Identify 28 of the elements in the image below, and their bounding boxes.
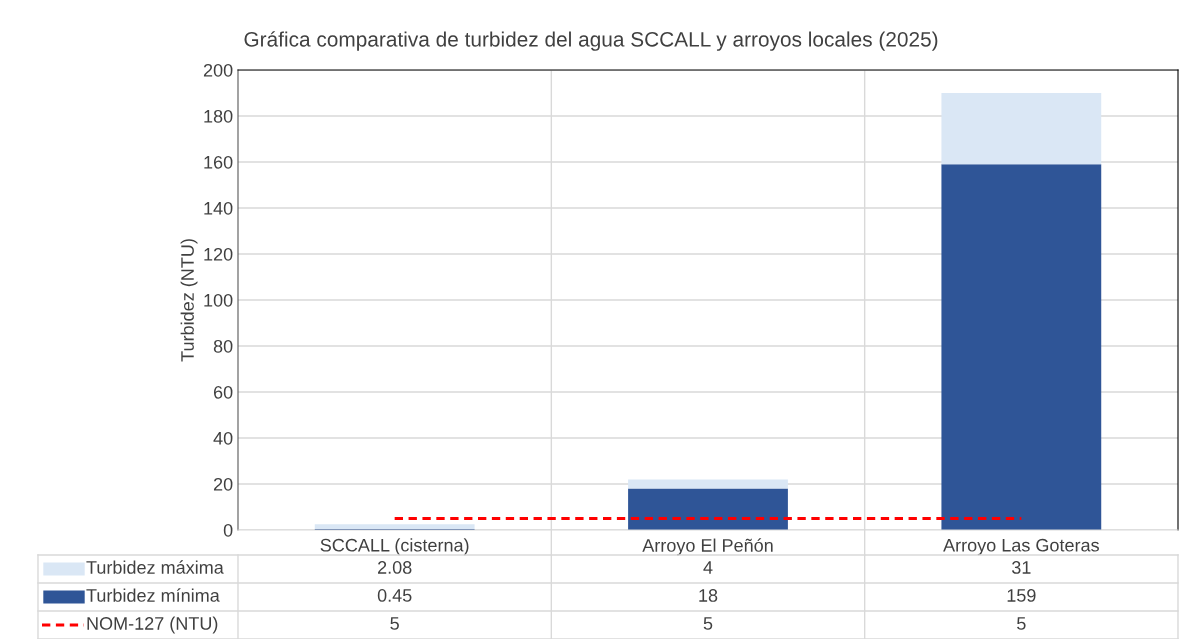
y-tick-label: 0: [223, 523, 233, 537]
data-label: 5: [390, 617, 399, 630]
legend-label: NOM-127 (NTU): [87, 616, 218, 634]
y-tick-label: 120: [204, 247, 233, 261]
y-axis-title: Turbidez (NTU): [180, 239, 198, 362]
data-label: 159: [1007, 589, 1036, 602]
y-tick-label: 80: [213, 339, 233, 353]
data-label: 18: [699, 589, 718, 602]
y-tick-label: 140: [204, 201, 233, 215]
data-label: 2.08: [378, 561, 412, 574]
y-tick-label: 100: [204, 293, 233, 307]
y-tick-label: 40: [213, 431, 233, 445]
data-label: 0.45: [377, 589, 412, 602]
y-tick-label: 60: [213, 385, 233, 399]
chart-title: Gráfica comparativa de turbidez del agua SCCALL y arroyos locales (2025): [244, 31, 938, 51]
y-tick-label: 20: [213, 477, 233, 491]
y-tick-label: 180: [204, 109, 233, 123]
x-tick-label: Arroyo El Peñón: [642, 538, 773, 556]
x-tick-label: Arroyo Las Goteras: [943, 538, 1099, 556]
x-tick-label: SCCALL (cisterna): [320, 538, 469, 556]
data-label: 5: [1017, 617, 1026, 630]
legend-label: Turbidez máxima: [86, 560, 224, 574]
y-tick-label: 200: [203, 63, 233, 77]
data-label: 31: [1011, 561, 1031, 574]
legend-label: Turbidez mínima: [86, 588, 220, 602]
data-label: 5: [703, 617, 713, 630]
y-tick-label: 160: [204, 155, 233, 169]
data-label: 4: [703, 561, 713, 574]
